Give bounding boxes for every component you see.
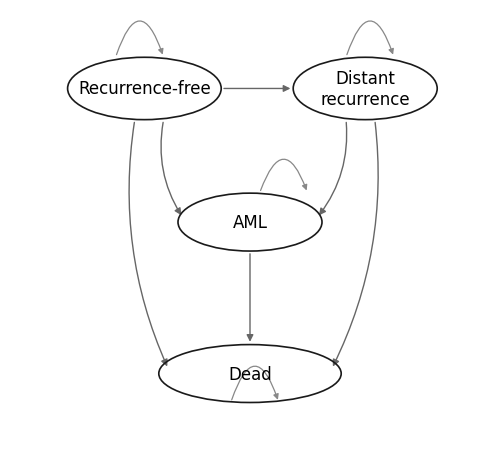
- Text: Dead: Dead: [228, 365, 272, 383]
- Text: AML: AML: [232, 213, 268, 232]
- Text: Distant
recurrence: Distant recurrence: [320, 70, 410, 109]
- Text: Recurrence-free: Recurrence-free: [78, 80, 211, 98]
